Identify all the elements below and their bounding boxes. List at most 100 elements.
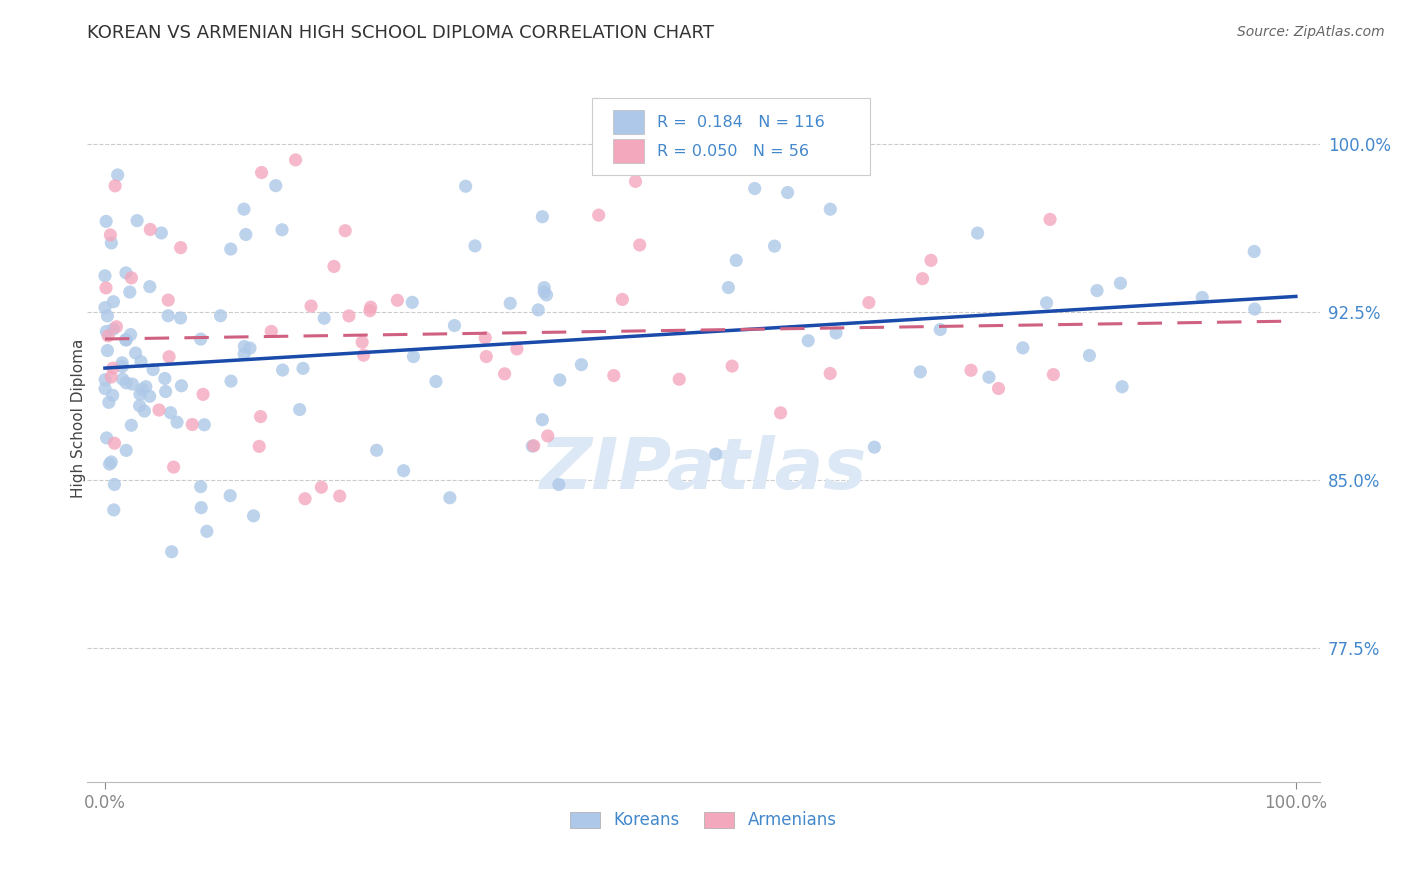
Point (624, 174, 647, 188)
Point (103, 436, 125, 450)
Point (717, 280, 740, 294)
Point (494, 367, 516, 381)
Y-axis label: High School Diploma: High School Diploma (72, 339, 86, 498)
Text: ZIPatlas: ZIPatlas (540, 435, 868, 504)
Point (291, 361, 314, 376)
Point (100, 370, 122, 384)
Point (1191, 290, 1213, 304)
Point (139, 279, 162, 293)
Point (329, 489, 352, 503)
Point (101, 361, 124, 376)
Point (523, 439, 546, 453)
Point (131, 382, 153, 396)
Point (111, 359, 134, 374)
Point (387, 293, 409, 308)
Legend: Koreans, Armenians: Koreans, Armenians (564, 805, 844, 836)
Point (96, 325, 118, 339)
Point (94, 281, 117, 295)
Point (603, 368, 626, 383)
Point (96, 214, 118, 228)
Point (475, 350, 498, 364)
Point (105, 319, 128, 334)
Point (721, 359, 744, 373)
Point (104, 178, 127, 193)
Point (219, 489, 242, 503)
Point (522, 439, 544, 453)
Point (155, 384, 177, 399)
Point (696, 138, 718, 153)
Point (825, 326, 848, 340)
Point (120, 327, 142, 342)
Point (744, 181, 766, 195)
Text: R = 0.050   N = 56: R = 0.050 N = 56 (657, 144, 808, 159)
Point (107, 168, 129, 182)
Point (820, 202, 842, 217)
Point (138, 389, 160, 403)
Point (1042, 368, 1064, 382)
Point (249, 409, 271, 424)
Point (150, 226, 173, 240)
Point (190, 332, 212, 346)
Point (128, 399, 150, 413)
Point (425, 375, 447, 389)
Point (571, 358, 593, 372)
Point (97, 328, 120, 343)
Point (170, 378, 193, 392)
Point (536, 288, 558, 302)
Point (929, 322, 952, 336)
Point (628, 238, 651, 252)
Point (94, 373, 117, 387)
Point (360, 300, 382, 314)
Point (169, 241, 191, 255)
Point (323, 260, 346, 274)
Point (239, 341, 262, 355)
Point (763, 239, 786, 253)
Text: KOREAN VS ARMENIAN HIGH SCHOOL DIPLOMA CORRELATION CHART: KOREAN VS ARMENIAN HIGH SCHOOL DIPLOMA C… (87, 24, 714, 42)
Text: Source: ZipAtlas.com: Source: ZipAtlas.com (1237, 25, 1385, 39)
Point (439, 491, 461, 505)
Point (531, 413, 554, 427)
Point (157, 309, 180, 323)
Point (454, 179, 477, 194)
Point (818, 367, 841, 381)
Point (118, 285, 141, 299)
Point (352, 335, 374, 350)
Point (166, 415, 188, 429)
Point (1109, 277, 1132, 291)
Point (142, 362, 165, 376)
Point (100, 455, 122, 469)
Point (725, 253, 748, 268)
Point (100, 235, 122, 250)
Point (148, 403, 170, 417)
Point (284, 153, 307, 167)
Point (359, 303, 381, 318)
Point (588, 208, 610, 222)
Point (101, 388, 124, 402)
Point (704, 447, 727, 461)
Point (120, 271, 142, 285)
Point (1111, 380, 1133, 394)
Point (288, 402, 311, 417)
Point (100, 227, 122, 242)
Point (353, 348, 375, 362)
Point (977, 370, 1000, 384)
Point (115, 266, 138, 280)
Point (129, 387, 152, 401)
Point (115, 443, 138, 458)
Point (195, 524, 218, 539)
Point (247, 439, 270, 453)
Point (94, 301, 117, 315)
Point (863, 440, 886, 454)
Point (159, 406, 181, 420)
Point (668, 372, 690, 386)
Point (910, 365, 932, 379)
Point (96, 343, 118, 358)
Point (135, 379, 157, 393)
Point (271, 363, 294, 377)
Point (157, 293, 180, 307)
Text: R =  0.184   N = 116: R = 0.184 N = 116 (657, 115, 824, 129)
Point (115, 376, 138, 390)
Point (233, 202, 256, 216)
FancyBboxPatch shape (613, 111, 644, 135)
Point (547, 477, 569, 491)
